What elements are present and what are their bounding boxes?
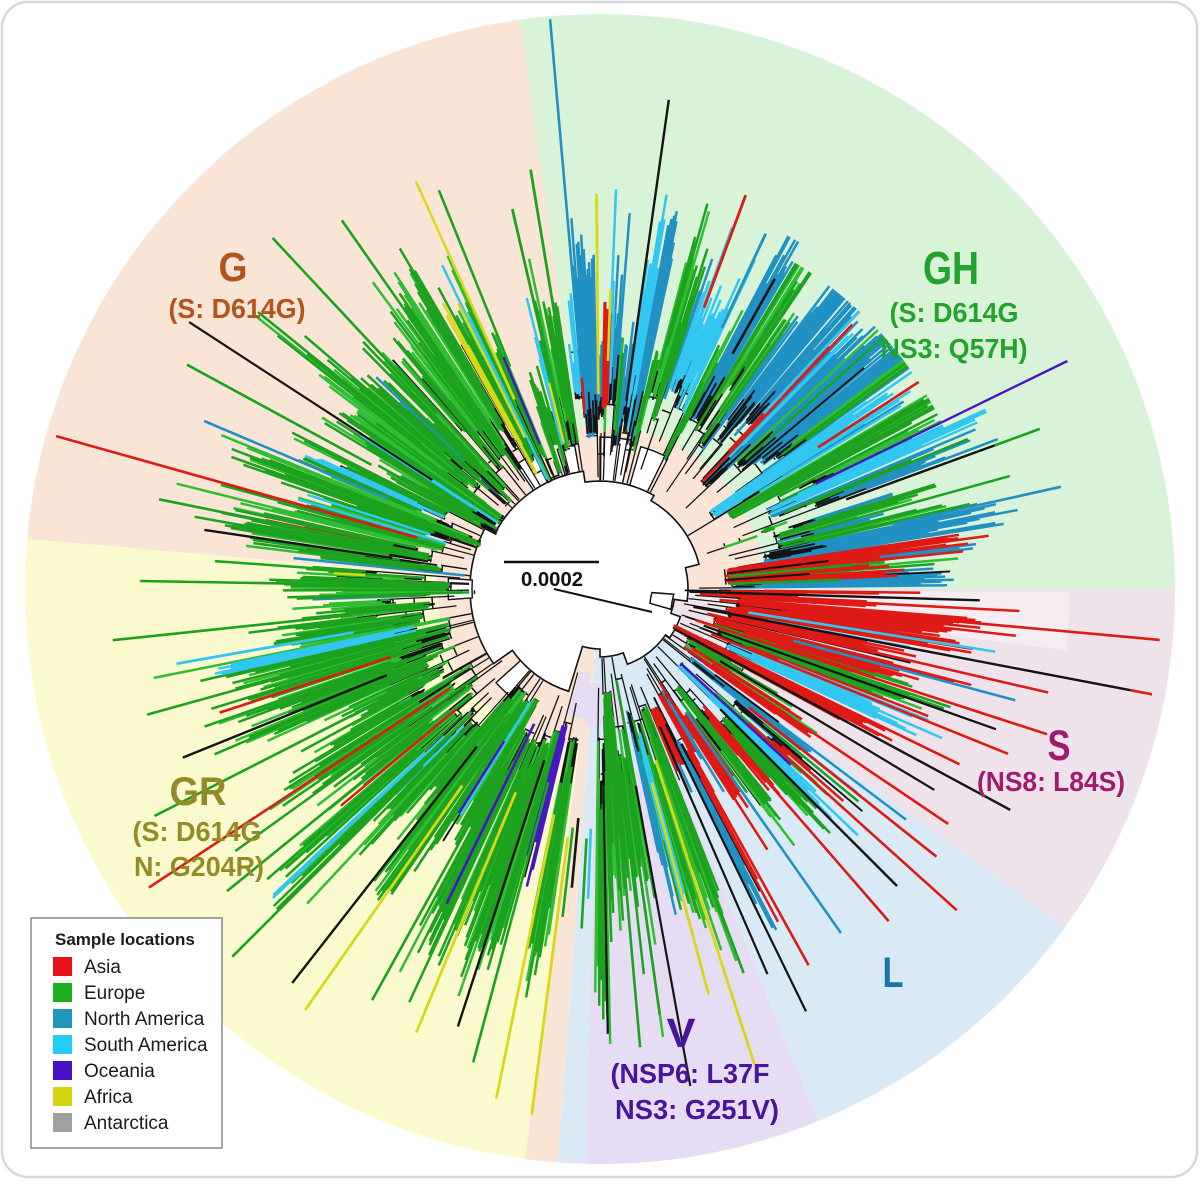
svg-text:G: G (219, 244, 248, 290)
svg-text:(S: D614G: (S: D614G (890, 297, 1019, 328)
svg-text:V: V (667, 1010, 697, 1056)
svg-text:(S: D614G: (S: D614G (133, 816, 262, 847)
svg-text:GH: GH (923, 242, 979, 294)
svg-text:Oceania: Oceania (84, 1061, 155, 1082)
svg-text:North America: North America (84, 1009, 205, 1030)
svg-text:Europe: Europe (84, 983, 145, 1004)
svg-text:Asia: Asia (84, 957, 121, 978)
svg-text:Antarctica: Antarctica (84, 1113, 169, 1134)
svg-text:(NSP6: L37F: (NSP6: L37F (611, 1058, 770, 1089)
svg-text:(S: D614G): (S: D614G) (169, 293, 306, 324)
svg-text:Sample locations: Sample locations (55, 930, 195, 949)
svg-text:0.0002: 0.0002 (521, 569, 583, 591)
svg-text:GR: GR (170, 770, 227, 814)
svg-text:S: S (1048, 722, 1071, 770)
svg-text:South America: South America (84, 1035, 208, 1056)
svg-text:L: L (883, 949, 904, 997)
svg-text:N: G204R): N: G204R) (134, 851, 264, 882)
svg-text:NS3: G251V): NS3: G251V) (615, 1094, 779, 1125)
svg-text:NS3: Q57H): NS3: Q57H) (881, 333, 1028, 364)
svg-text:(NS8: L84S): (NS8: L84S) (977, 766, 1125, 797)
svg-text:Africa: Africa (84, 1087, 133, 1108)
